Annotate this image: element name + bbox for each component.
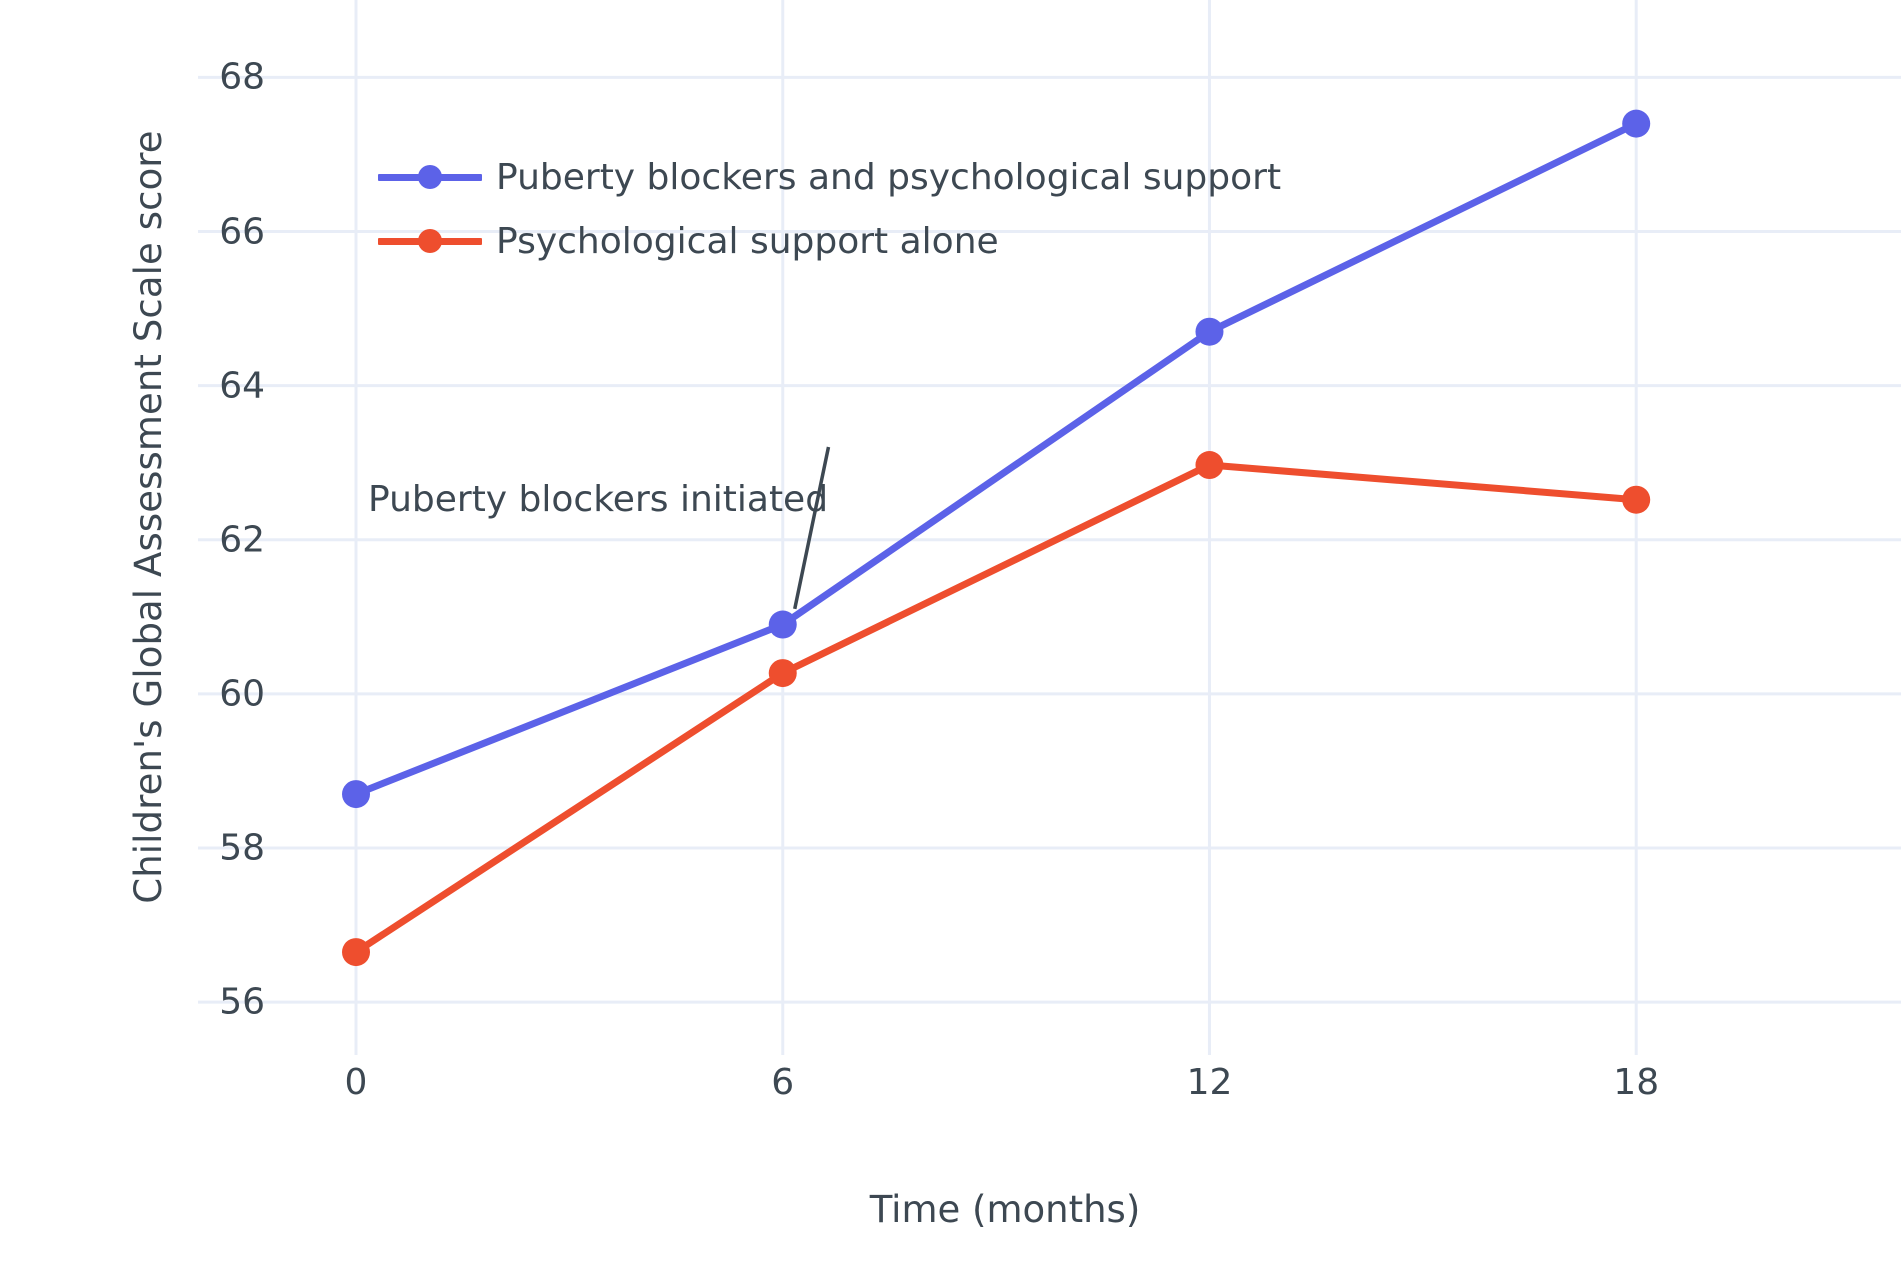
legend-label-1: Psychological support alone xyxy=(496,220,999,262)
y-tick-label: 64 xyxy=(219,365,265,407)
y-tick-label: 68 xyxy=(219,56,265,98)
y-tick-label: 66 xyxy=(219,211,265,253)
x-axis-title: Time (months) xyxy=(869,1188,1141,1231)
legend: Puberty blockers and psychological suppo… xyxy=(378,155,1281,263)
y-tick-label: 56 xyxy=(219,981,265,1023)
y-tick-label: 60 xyxy=(219,673,265,715)
data-point-marker[interactable] xyxy=(342,938,371,967)
y-tick-label: 62 xyxy=(219,519,265,561)
legend-label-0: Puberty blockers and psychological suppo… xyxy=(496,156,1282,198)
series-line-0 xyxy=(352,120,1640,798)
series-line-1 xyxy=(352,461,1640,956)
data-point-marker[interactable] xyxy=(1622,109,1651,138)
series-lines xyxy=(342,109,1651,967)
grid-lines xyxy=(198,0,1901,1055)
data-point-marker[interactable] xyxy=(768,659,797,688)
annotation-leader-line xyxy=(793,446,831,610)
annotation-arrow xyxy=(793,446,831,610)
data-point-marker[interactable] xyxy=(768,610,797,639)
x-tick-label: 6 xyxy=(771,1062,795,1103)
legend-item-0[interactable]: Puberty blockers and psychological suppo… xyxy=(378,155,1281,199)
y-tick-label: 58 xyxy=(219,827,265,869)
legend-marker-line-icon xyxy=(378,155,482,199)
data-point-marker[interactable] xyxy=(342,780,371,809)
data-point-marker[interactable] xyxy=(1195,317,1224,346)
legend-item-1[interactable]: Psychological support alone xyxy=(378,219,1281,263)
x-tick-label: 0 xyxy=(344,1062,368,1103)
x-tick-label: 12 xyxy=(1186,1062,1233,1103)
data-point-marker[interactable] xyxy=(1195,451,1224,480)
data-point-marker[interactable] xyxy=(1622,485,1651,514)
annotation-label: Puberty blockers initiated xyxy=(368,479,829,520)
legend-marker-line-icon xyxy=(378,219,482,263)
x-tick-label: 18 xyxy=(1613,1062,1660,1103)
